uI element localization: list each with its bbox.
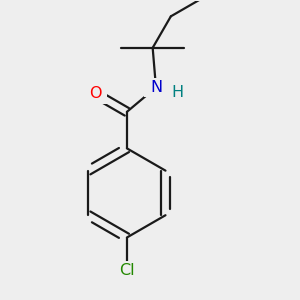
FancyBboxPatch shape — [84, 84, 107, 103]
Text: N: N — [150, 80, 162, 95]
Text: O: O — [89, 86, 102, 101]
FancyBboxPatch shape — [166, 82, 189, 102]
Text: Cl: Cl — [119, 263, 135, 278]
Text: H: H — [171, 85, 184, 100]
FancyBboxPatch shape — [104, 261, 150, 280]
FancyBboxPatch shape — [144, 77, 167, 98]
